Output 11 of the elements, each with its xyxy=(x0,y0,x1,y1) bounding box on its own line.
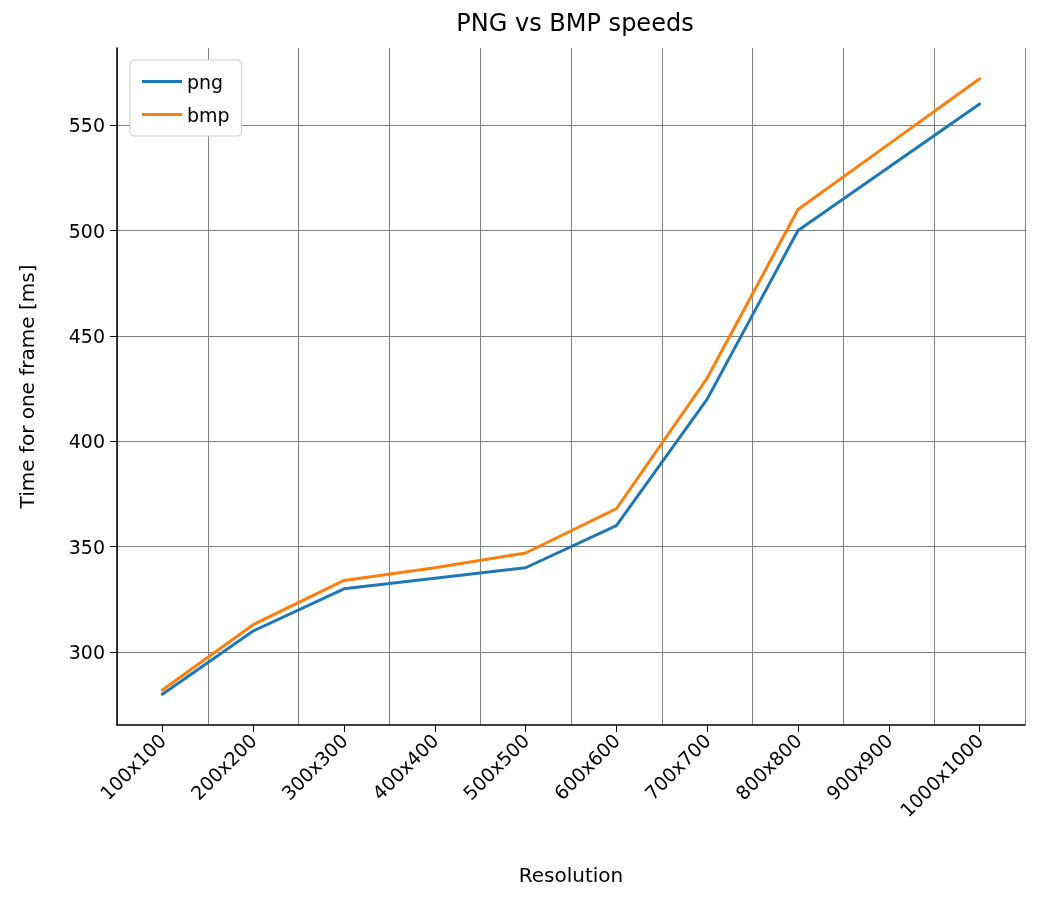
legend-label: png xyxy=(187,70,224,93)
y-tick-label: 350 xyxy=(68,535,105,558)
x-axis-title: Resolution xyxy=(518,863,624,887)
legend-label: bmp xyxy=(187,103,230,126)
y-tick-label: 400 xyxy=(68,430,105,453)
y-tick-label: 300 xyxy=(68,641,105,664)
y-tick-label: 550 xyxy=(68,114,105,137)
y-tick-label: 500 xyxy=(68,219,105,242)
y-axis-title: Time for one frame [ms] xyxy=(15,264,39,510)
y-tick-label: 450 xyxy=(68,324,105,347)
chart-title: PNG vs BMP speeds xyxy=(456,9,694,37)
